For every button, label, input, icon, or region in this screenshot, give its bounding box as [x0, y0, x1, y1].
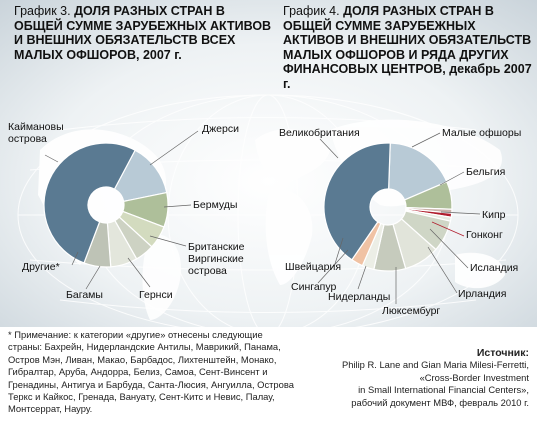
- leader-line: [317, 249, 349, 284]
- chart1-title: ДОЛЯ РАЗНЫХ СТРАН В ОБЩЕЙ СУММЕ ЗАРУБЕЖН…: [14, 4, 272, 62]
- chart1-number: График 3.: [14, 4, 71, 18]
- chart1-label-гернси: Гернси: [139, 289, 173, 301]
- leader-line: [127, 257, 151, 288]
- leader-line: [163, 204, 192, 208]
- world-map-background: [0, 0, 537, 330]
- leader-line: [319, 138, 339, 159]
- chart1-label-бермуды: Бермуды: [193, 199, 237, 211]
- chart2-label-кипр: Кипр: [482, 209, 506, 221]
- chart2-label-швейцария: Швейцария: [285, 261, 341, 273]
- leader-line: [85, 265, 101, 290]
- chart1-pie: [43, 142, 169, 268]
- source-text: Philip R. Lane and Gian Maria Milesi-Fer…: [341, 359, 529, 408]
- leader-line: [439, 171, 465, 186]
- leader-line: [411, 132, 441, 148]
- chart1-label-джерси: Джерси: [202, 123, 239, 135]
- chart2-label-люксембург: Люксембург: [382, 305, 440, 317]
- pie-charts: Джерси Бермуды Британские Виргинские острова…: [8, 121, 521, 317]
- chart2-label-ирландия: Ирландия: [458, 288, 506, 300]
- leader-line: [427, 246, 458, 294]
- chart1-slice-каймановы-острова: [43, 142, 136, 264]
- leader-line: [333, 237, 344, 268]
- chart-labels: Джерси Бермуды Британские Виргинские острова…: [8, 121, 521, 317]
- footnote: * Примечание: к категории «другие» отнес…: [8, 329, 294, 415]
- leader-line: [149, 235, 187, 247]
- chart2-pie: [323, 142, 453, 272]
- chart2-slice-малые-офшоры: [388, 142, 448, 201]
- chart1-title-block: График 3. ДОЛЯ РАЗНЫХ СТРАН В ОБЩЕЙ СУММ…: [14, 4, 274, 62]
- chart2-title-block: График 4. ДОЛЯ РАЗНЫХ СТРАН В ОБЩЕЙ СУММ…: [283, 4, 535, 91]
- source-block: Источник: Philip R. Lane and Gian Maria …: [299, 347, 529, 409]
- chart1-label-каймановы-острова: Каймановы острова: [8, 121, 64, 145]
- chart2-slice-великобритания: [323, 142, 391, 261]
- leader-line: [440, 211, 481, 215]
- chart2-label-великобритания: Великобритания: [279, 127, 360, 139]
- notes-area: * Примечание: к категории «другие» отнес…: [0, 327, 537, 437]
- chart2-label-малые-офшоры: Малые офшоры: [442, 127, 521, 139]
- chart1-label-другие: Другие*: [22, 261, 60, 273]
- source-heading: Источник:: [476, 347, 529, 359]
- chart2-number: График 4.: [283, 4, 340, 18]
- chart1-label-багамы: Багамы: [66, 289, 103, 301]
- leader-line: [71, 251, 79, 266]
- leader-line: [44, 154, 59, 163]
- chart2-label-сингапур: Сингапур: [291, 281, 337, 293]
- chart1-label-британские-виргинские-острова: Британские Виргинские острова: [188, 241, 245, 277]
- leader-line: [429, 228, 469, 269]
- leader-line: [431, 221, 465, 237]
- chart2-label-гонконг: Гонконг: [466, 229, 503, 241]
- chart2-title: ДОЛЯ РАЗНЫХ СТРАН В ОБЩЕЙ СУММЕ ЗАРУБЕЖН…: [283, 4, 532, 91]
- leader-line: [357, 265, 367, 290]
- chart2-label-бельгия: Бельгия: [466, 166, 505, 178]
- chart2-label-исландия: Исландия: [470, 262, 518, 274]
- label-leaders: [44, 130, 481, 304]
- chart2-label-нидерланды: Нидерланды: [328, 291, 390, 303]
- leader-line: [149, 130, 199, 166]
